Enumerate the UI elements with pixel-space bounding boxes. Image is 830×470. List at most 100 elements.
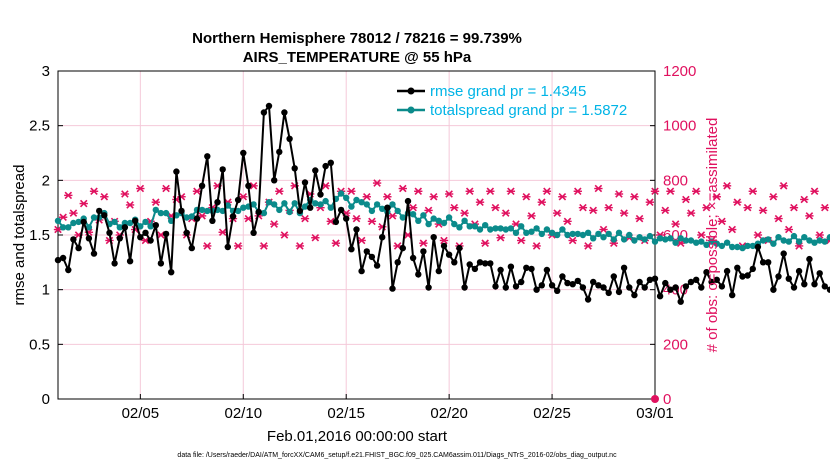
- rmse-point: [821, 283, 828, 290]
- rmse-point: [801, 281, 808, 288]
- obs-marker: [192, 187, 202, 196]
- rmse-point: [111, 260, 118, 267]
- obs-marker: [537, 198, 546, 206]
- obs-marker: [527, 212, 536, 220]
- totalspread-point: [497, 225, 504, 232]
- totalspread-point: [142, 218, 149, 226]
- obs-marker: [300, 214, 310, 223]
- rmse-point: [662, 279, 669, 287]
- rmse-point: [718, 283, 726, 290]
- rmse-point: [667, 286, 674, 293]
- totalspread-point: [276, 206, 283, 214]
- y-axis-label-right: # of obs: o=possible; ×=assimilated: [704, 118, 721, 353]
- rmse-point: [682, 283, 690, 290]
- obs-marker: [429, 192, 438, 201]
- rmse-point: [425, 284, 432, 291]
- rmse-point: [518, 278, 525, 286]
- rmse-point: [168, 269, 175, 276]
- rmse-point: [260, 109, 268, 116]
- rmse-point: [584, 296, 592, 303]
- rmse-point: [301, 179, 309, 186]
- rmse-point: [255, 208, 262, 216]
- rmse-point: [214, 199, 221, 206]
- totalspread-point: [806, 237, 813, 244]
- totalspread-point: [656, 235, 664, 242]
- x-axis-label: Feb.01,2016 00:00:00 start: [267, 428, 448, 445]
- rmse-point: [106, 229, 113, 236]
- chart-title: Northern Hemisphere 78012 / 78216 = 99.7…: [192, 30, 522, 47]
- obs-marker: [280, 231, 289, 239]
- rmse-point: [826, 286, 830, 293]
- rmse-point: [389, 285, 396, 292]
- rmse-point: [90, 250, 98, 257]
- rmse-point: [765, 259, 772, 266]
- data-file-footer: data file: /Users/raeder/DAI/ATM_forcXX/…: [177, 452, 617, 459]
- obs-marker: [789, 203, 799, 212]
- rmse-point: [70, 236, 77, 243]
- obs-marker: [275, 187, 284, 196]
- obs-marker: [414, 187, 423, 196]
- rmse-point: [698, 284, 705, 291]
- rmse-point: [595, 282, 602, 289]
- y-right-tick-label: 0: [663, 391, 671, 408]
- rmse-point: [523, 264, 530, 271]
- rmse-point: [528, 265, 535, 273]
- totalspread-point: [137, 223, 144, 230]
- rmse-point: [147, 237, 154, 244]
- rmse-point: [677, 298, 684, 305]
- obs-marker: [800, 195, 809, 204]
- rmse-point: [723, 267, 731, 275]
- legend-spread-marker: [407, 106, 415, 114]
- rmse-point: [286, 135, 293, 142]
- totalspread-point: [281, 200, 288, 207]
- obs-marker: [769, 192, 778, 201]
- obs-marker: [743, 203, 752, 212]
- totalspread-point: [358, 199, 365, 206]
- rmse-point: [497, 266, 504, 274]
- rmse-point: [543, 266, 551, 274]
- rmse-point: [379, 234, 386, 241]
- totalspread-point: [440, 219, 448, 227]
- rmse-point: [605, 289, 612, 297]
- obs-marker: [161, 184, 171, 193]
- obs-marker: [352, 214, 361, 223]
- totalspread-point: [718, 242, 726, 250]
- obs-marker: [269, 220, 279, 228]
- totalspread-point: [538, 230, 545, 238]
- totalspread-point: [801, 234, 808, 241]
- rmse-point: [250, 229, 257, 236]
- totalspread-point: [641, 236, 648, 243]
- totalspread-point: [445, 214, 453, 221]
- obs-marker: [568, 236, 577, 245]
- obs-marker: [671, 220, 680, 228]
- rmse-point: [80, 218, 87, 226]
- totalspread-point: [775, 234, 782, 241]
- obs-marker: [578, 203, 588, 212]
- totalspread-point: [770, 240, 777, 247]
- rmse-point: [790, 284, 798, 291]
- totalspread-point: [90, 214, 98, 221]
- totalspread-point: [312, 200, 319, 207]
- rmse-point: [703, 269, 710, 276]
- obs-marker: [203, 242, 212, 250]
- rmse-point: [240, 149, 247, 157]
- rmse-point: [749, 265, 756, 273]
- obs-marker: [753, 231, 763, 239]
- totalspread-point: [590, 235, 597, 242]
- obs-marker: [594, 184, 603, 193]
- rmse-point: [795, 267, 803, 275]
- obs-marker: [722, 182, 732, 190]
- rmse-point: [337, 206, 345, 214]
- obs-marker: [681, 195, 691, 204]
- totalspread-point: [317, 201, 324, 208]
- totalspread-point: [54, 217, 62, 224]
- totalspread-point: [409, 211, 417, 218]
- rmse-point: [435, 267, 442, 275]
- legend: rmse grand pr = 1.4345 totalspread grand…: [397, 83, 627, 119]
- obs-marker: [481, 239, 490, 247]
- rmse-point: [687, 278, 695, 286]
- x-tick-label: 02/10: [225, 405, 263, 422]
- totalspread-point: [59, 224, 67, 231]
- legend-rmse-marker: [407, 87, 415, 95]
- totalspread-point: [543, 226, 551, 233]
